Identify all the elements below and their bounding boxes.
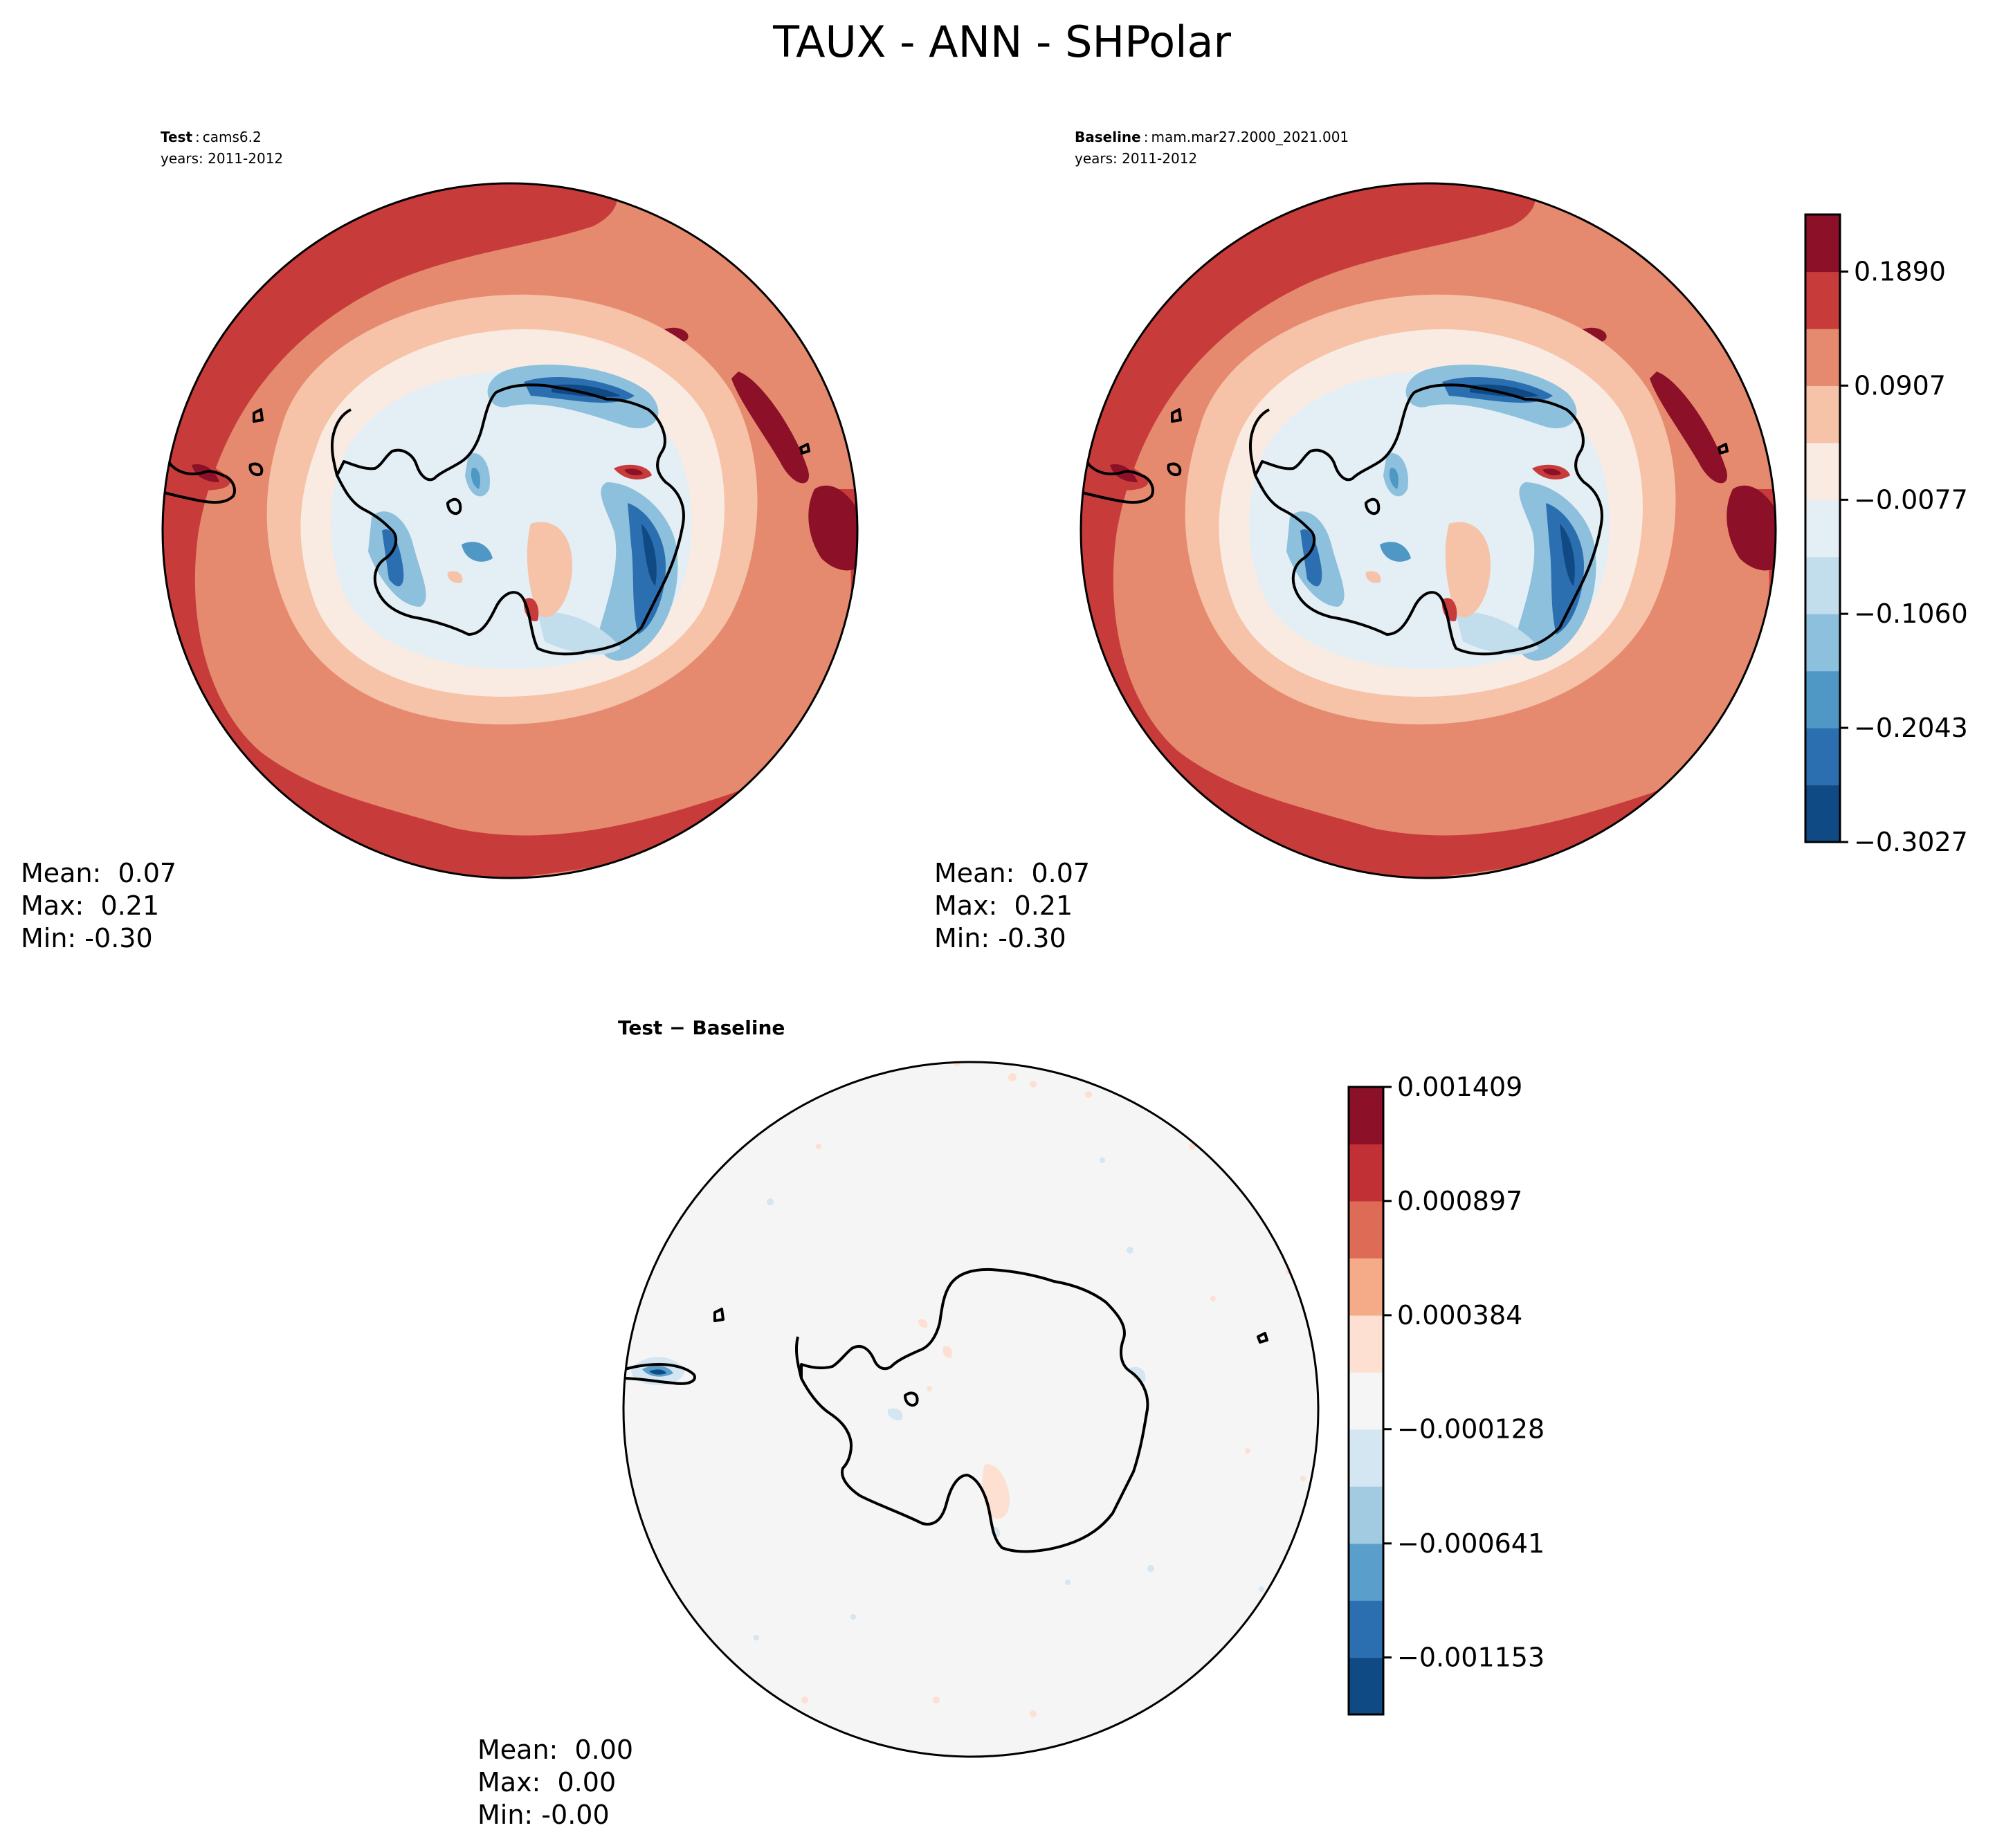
panel-baseline-min: Min: -0.30: [934, 923, 1066, 953]
colorbar-diff-swatch: [1349, 1372, 1383, 1430]
colorbar-main: 0.1890 0.0907 −0.0077 −0.1060 −0.2043 −0.3027: [1804, 213, 1968, 857]
colorbar-main-swatch: [1805, 556, 1840, 614]
colorbar-main-swatch: [1805, 670, 1840, 729]
panel-baseline-max: Max: 0.21: [934, 890, 1073, 921]
panel-test-label-bold: Test: [161, 129, 192, 145]
panel-test-min: Min: -0.30: [21, 923, 153, 953]
colorbar-diff-swatch: [1349, 1200, 1383, 1259]
colorbar-main-swatch: [1805, 500, 1840, 558]
colorbar-main-tick-label: 0.0907: [1854, 370, 1946, 401]
colorbar-diff-tick-label: −0.000641: [1397, 1528, 1545, 1559]
colorbar-diff-frame: [1347, 1086, 1385, 1716]
colorbar-main-swatch: [1805, 614, 1840, 672]
colorbar-diff: 0.001409 0.000897 0.000384 −0.000128 −0.0006…: [1347, 1072, 1545, 1716]
colorbar-diff-tick-label: 0.001409: [1397, 1072, 1522, 1102]
colorbar-main-tick-label: −0.1060: [1854, 598, 1968, 629]
panel-test-case: cams6.2: [203, 129, 262, 145]
panel-baseline-label-sep: :: [1144, 129, 1149, 145]
panel-diff-boundary: [622, 1061, 1320, 1758]
colorbar-main-swatch: [1805, 442, 1840, 500]
panel-test: Test: cams6.2 years: 2011-2012 Mean: 0.07…: [21, 129, 859, 953]
colorbar-diff-swatch: [1349, 1258, 1383, 1316]
colorbar-diff-swatch: [1349, 1429, 1383, 1487]
colorbar-main-swatch: [1805, 727, 1840, 786]
panel-test-years: years: 2011-2012: [161, 150, 283, 167]
panel-test-label-sep: :: [195, 129, 200, 145]
panel-baseline-years: years: 2011-2012: [1075, 150, 1197, 167]
panel-test-map: [163, 183, 857, 878]
panel-baseline-boundary: [1080, 182, 1777, 879]
panel-diff-title: Test − Baseline: [618, 1016, 785, 1039]
colorbar-diff-tick-label: 0.000384: [1397, 1300, 1522, 1330]
panel-baseline-label-bold: Baseline: [1075, 129, 1141, 145]
colorbar-main-swatch: [1805, 385, 1840, 443]
figure-title: TAUX - ANN - SHPolar: [772, 17, 1231, 67]
panel-diff: Test − Baseline Mean: 0.00 Max: 0.00 Min…: [477, 1016, 1320, 1830]
colorbar-main-swatch: [1805, 271, 1840, 329]
panel-test-label: Test: cams6.2: [161, 129, 262, 145]
panel-baseline-case: mam.mar27.2000_2021.001: [1151, 129, 1349, 145]
colorbar-main-tick-label: −0.3027: [1854, 827, 1968, 857]
panel-baseline: Baseline: mam.mar27.2000_2021.001 years: …: [934, 129, 1777, 953]
colorbar-diff-swatch: [1349, 1543, 1383, 1601]
colorbar-diff-swatch: [1349, 1087, 1383, 1144]
panel-test-mean: Mean: 0.07: [21, 858, 176, 888]
colorbar-main-frame: [1804, 213, 1841, 843]
colorbar-diff-swatch: [1349, 1657, 1383, 1715]
colorbar-diff-swatch: [1349, 1600, 1383, 1658]
panel-diff-max: Max: 0.00: [477, 1767, 616, 1797]
panel-diff-map: [623, 1062, 1318, 1757]
panel-baseline-mean: Mean: 0.07: [934, 858, 1090, 888]
colorbar-diff-swatch: [1349, 1315, 1383, 1373]
colorbar-main-tick-label: −0.2043: [1854, 713, 1968, 743]
colorbar-diff-tick-label: −0.001153: [1397, 1643, 1545, 1673]
colorbar-main-swatch: [1805, 785, 1840, 843]
colorbar-main-tick-label: 0.1890: [1854, 257, 1946, 287]
colorbar-main-swatch: [1805, 214, 1840, 273]
colorbar-diff-swatch: [1349, 1486, 1383, 1544]
colorbar-diff-tick-label: 0.000897: [1397, 1186, 1522, 1216]
panel-baseline-map: [1081, 183, 1776, 878]
panel-test-boundary: [161, 182, 859, 879]
panel-diff-min: Min: -0.00: [477, 1800, 610, 1830]
panel-baseline-label: Baseline: mam.mar27.2000_2021.001: [1075, 129, 1349, 145]
panel-test-max: Max: 0.21: [21, 890, 159, 921]
colorbar-diff-tick-label: −0.000128: [1397, 1414, 1545, 1445]
colorbar-main-tick-label: −0.0077: [1854, 484, 1968, 515]
colorbar-diff-swatch: [1349, 1144, 1383, 1202]
colorbar-main-swatch: [1805, 329, 1840, 386]
panel-diff-mean: Mean: 0.00: [477, 1735, 633, 1765]
